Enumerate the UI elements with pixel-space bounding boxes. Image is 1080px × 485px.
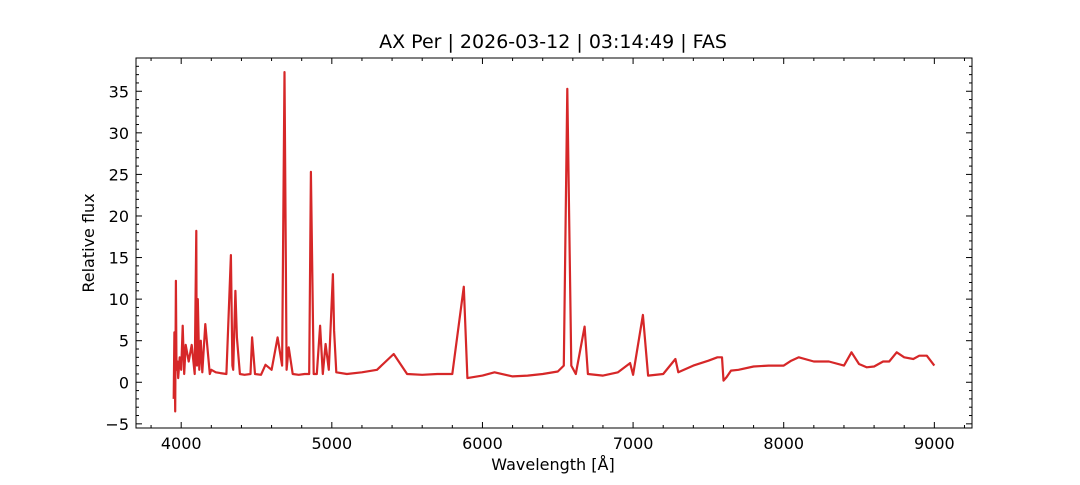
y-tick-label: 10 — [109, 290, 129, 309]
y-tick-label: 0 — [119, 373, 129, 392]
x-tick-label: 6000 — [462, 434, 503, 453]
x-tick-label: 4000 — [161, 434, 202, 453]
x-axis-label: Wavelength [Å] — [491, 455, 614, 474]
y-tick-label: −5 — [105, 415, 129, 434]
y-tick-label: 25 — [109, 165, 129, 184]
y-tick-label: 15 — [109, 249, 129, 268]
x-tick-label: 5000 — [311, 434, 352, 453]
plot-frame — [135, 57, 973, 429]
spectrum-line-0 — [172, 70, 936, 413]
y-tick-label: 35 — [109, 82, 129, 101]
series-layer — [172, 70, 936, 413]
y-tick-label: 30 — [109, 124, 129, 143]
y-tick-label: 5 — [119, 332, 129, 351]
axis-ticks: 4000 5000 6000 7000 8000 9000 −5 0 5 10 15 20 25 30 35 — [105, 57, 972, 453]
y-tick-label: 20 — [109, 207, 129, 226]
x-tick-label: 9000 — [914, 434, 955, 453]
y-axis-label: Relative flux — [79, 193, 98, 292]
x-tick-label: 7000 — [613, 434, 654, 453]
chart-title: AX Per | 2026-03-12 | 03:14:49 | FAS — [379, 31, 727, 53]
x-tick-label: 8000 — [763, 434, 804, 453]
